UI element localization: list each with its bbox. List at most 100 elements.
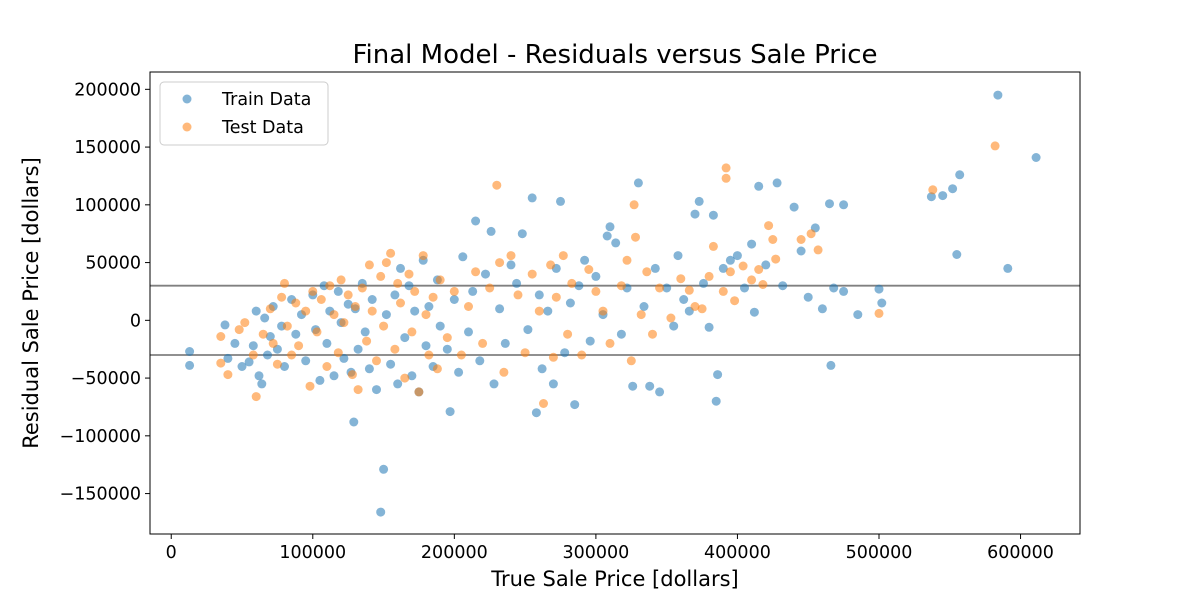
data-point — [424, 350, 434, 360]
data-point — [485, 283, 495, 293]
data-point — [718, 286, 728, 296]
data-point — [534, 306, 544, 316]
data-point — [291, 329, 301, 339]
data-point — [730, 296, 740, 306]
data-point — [721, 173, 731, 183]
data-point — [265, 304, 275, 314]
data-point — [367, 306, 377, 316]
legend: Train Data Test Data — [159, 81, 329, 146]
data-point — [993, 90, 1003, 100]
data-point — [486, 226, 496, 236]
data-point — [322, 338, 332, 348]
data-point — [567, 278, 577, 288]
data-point — [534, 290, 544, 300]
data-point — [520, 348, 530, 358]
data-point — [602, 231, 612, 241]
data-point — [666, 313, 676, 323]
data-point — [230, 338, 240, 348]
data-point — [257, 379, 267, 389]
data-point — [280, 362, 289, 371]
data-point — [577, 350, 587, 360]
data-point — [316, 295, 326, 304]
data-point — [185, 360, 195, 370]
data-point — [778, 281, 788, 291]
data-point — [220, 320, 230, 330]
data-point — [294, 341, 304, 351]
data-point — [570, 400, 580, 410]
data-point — [517, 229, 527, 239]
data-point — [442, 344, 452, 354]
data-point — [360, 327, 370, 337]
data-point — [829, 283, 839, 293]
data-point — [708, 241, 718, 251]
data-point — [362, 336, 372, 346]
data-point — [357, 283, 367, 293]
data-point — [690, 302, 700, 311]
data-point — [558, 251, 568, 261]
data-point — [244, 357, 254, 367]
data-point — [260, 313, 270, 323]
legend-label-test: Test Data — [221, 118, 304, 138]
data-point — [471, 216, 481, 226]
data-point — [478, 338, 488, 348]
data-point — [648, 329, 657, 339]
data-point — [527, 193, 537, 203]
data-point — [764, 221, 774, 231]
data-point — [464, 327, 473, 337]
data-point — [580, 255, 590, 265]
data-point — [662, 283, 672, 293]
data-point — [768, 235, 778, 244]
legend-marker-test — [182, 122, 192, 132]
test-data-series — [216, 141, 1000, 408]
data-point — [584, 265, 594, 274]
data-point — [853, 310, 863, 320]
data-point — [747, 275, 757, 285]
data-point — [263, 350, 272, 360]
legend-label-train: Train Data — [221, 90, 311, 110]
data-point — [631, 232, 640, 242]
data-point — [489, 379, 499, 389]
data-point — [645, 381, 655, 391]
data-point — [282, 321, 292, 331]
data-point — [548, 379, 558, 389]
data-point — [591, 271, 601, 281]
y-tick-label: 200000 — [74, 80, 141, 100]
data-point — [277, 292, 287, 302]
data-point — [803, 292, 813, 302]
train-data-series — [185, 90, 1041, 517]
data-point — [251, 392, 261, 402]
data-point — [471, 267, 481, 277]
data-point — [679, 295, 689, 304]
data-point — [339, 318, 349, 328]
data-point — [591, 286, 601, 296]
data-point — [546, 260, 556, 270]
data-point — [410, 286, 420, 296]
data-point — [611, 238, 621, 248]
data-point — [655, 387, 665, 397]
data-point — [754, 181, 764, 191]
data-point — [445, 407, 455, 417]
data-point — [379, 321, 389, 331]
data-point — [565, 298, 575, 308]
data-point — [669, 321, 679, 331]
data-point — [713, 370, 723, 380]
data-point — [622, 255, 632, 265]
data-point — [626, 356, 636, 366]
data-point — [442, 333, 452, 343]
legend-marker-train — [182, 94, 192, 104]
data-point — [449, 295, 459, 304]
data-point — [315, 375, 325, 385]
data-point — [789, 202, 799, 212]
data-point — [349, 417, 359, 427]
data-point — [704, 322, 714, 332]
data-point — [376, 507, 386, 517]
data-point — [481, 269, 490, 279]
data-point — [407, 327, 417, 337]
data-point — [718, 263, 728, 273]
data-point — [432, 364, 442, 374]
data-point — [598, 306, 608, 316]
data-point — [492, 180, 502, 190]
data-point — [367, 295, 377, 304]
y-axis-ticks: −150000 −100000 −50000 0 50000 100000 150000 20… — [60, 80, 150, 505]
data-point — [955, 170, 965, 180]
